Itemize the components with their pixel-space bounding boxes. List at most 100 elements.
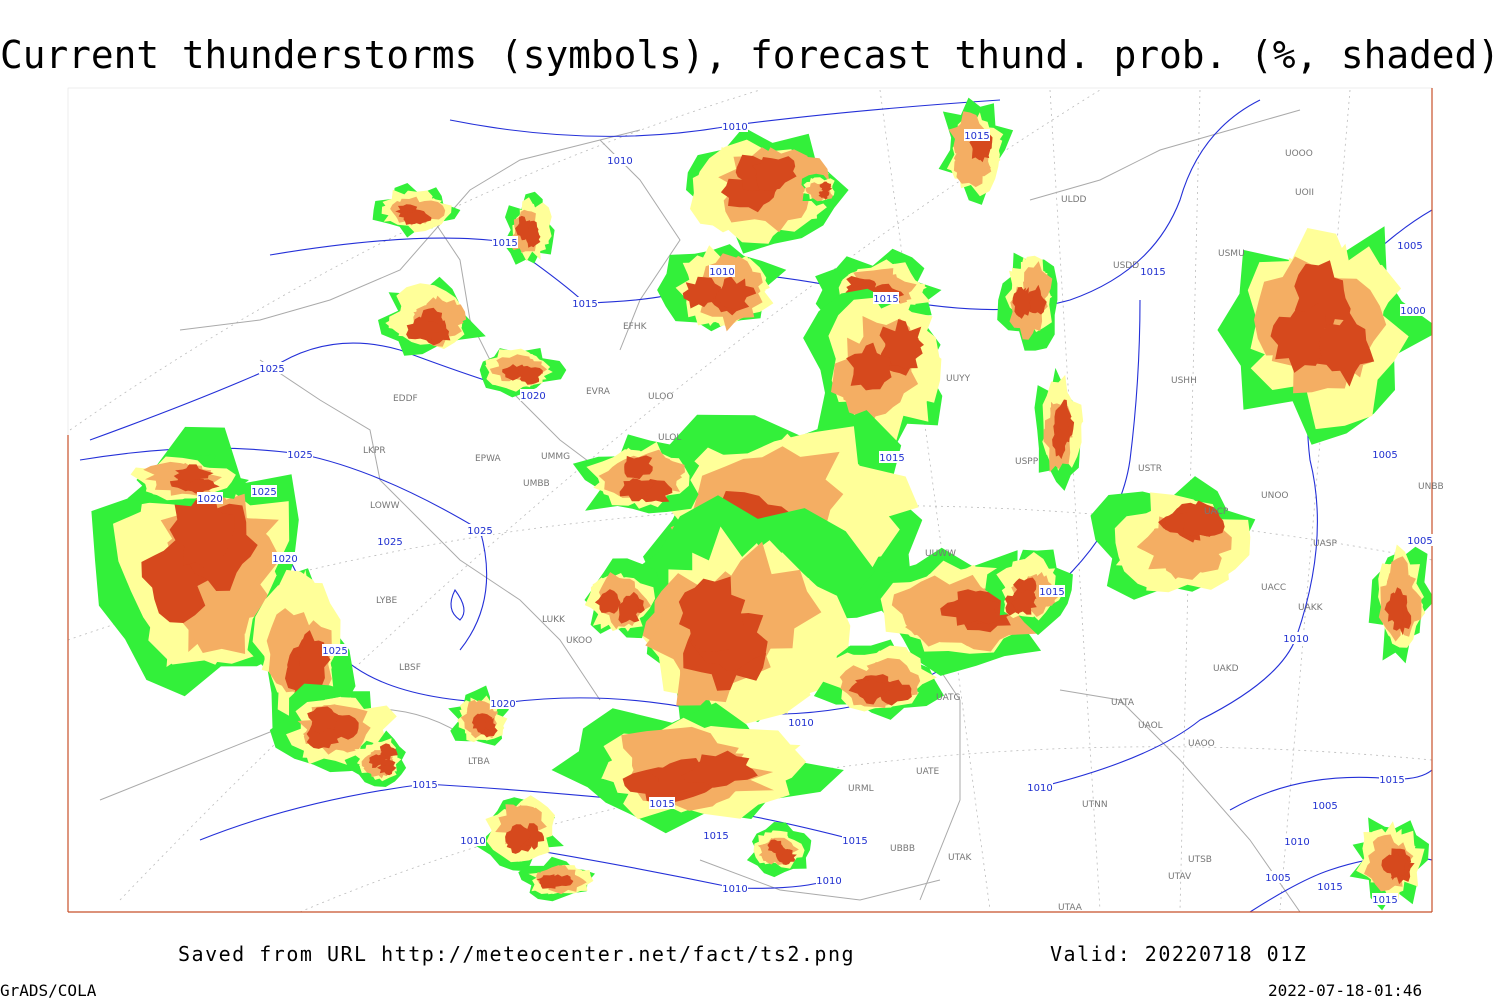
- station-label: URML: [848, 784, 874, 794]
- isobar-label: 1010: [1284, 837, 1309, 848]
- isobar-label-bg: [709, 265, 735, 277]
- station-label: EPWA: [475, 454, 502, 464]
- station-label: UTSB: [1188, 855, 1212, 865]
- isobar-label-bg: [1407, 534, 1433, 546]
- shade-d6491d: [752, 156, 797, 191]
- station-labels: ULDD USDD USMU UOOO UOII UUYY USHH USPP USTR UNOO…: [363, 149, 1444, 913]
- isobar-label-bg: [460, 834, 486, 846]
- isobar-label: 1010: [1283, 634, 1308, 645]
- shade-d6491d: [169, 490, 235, 571]
- shade-d6491d: [624, 455, 653, 480]
- source-url: Saved from URL http://meteocenter.net/fa…: [178, 942, 855, 966]
- isobar-label-bg: [879, 451, 905, 463]
- isobar-label-bg: [1283, 632, 1309, 644]
- shade-d6491d: [1054, 399, 1072, 435]
- station-label: USDD: [1113, 261, 1139, 271]
- isobar-label-bg: [1312, 799, 1338, 811]
- shade-d6491d: [515, 215, 531, 241]
- shade-d6491d: [777, 849, 797, 865]
- isobar-label: 1000: [1400, 306, 1425, 317]
- isobar-label: 1010: [1027, 783, 1052, 794]
- shade-d6491d: [173, 464, 214, 482]
- shade-d6491d: [546, 874, 574, 887]
- isobar-label-bg: [412, 778, 438, 790]
- isobar-label: 1025: [259, 364, 284, 375]
- shade-d6491d: [940, 589, 1000, 626]
- isobar-label: 1015: [412, 780, 437, 791]
- isobar-label-bg: [649, 797, 675, 809]
- station-label: LBSF: [399, 663, 421, 673]
- shade-d6491d: [846, 342, 892, 391]
- isobar-label-bg: [816, 874, 842, 886]
- station-label: UKOO: [566, 636, 592, 646]
- isobar-label-bg: [272, 552, 298, 564]
- isobar-label: 1010: [460, 836, 485, 847]
- isobar-label-bg: [703, 829, 729, 841]
- shade-d6491d: [1179, 500, 1225, 537]
- station-label: LTBA: [468, 757, 490, 767]
- isobar-label: 1025: [251, 487, 276, 498]
- station-label: EDDF: [393, 394, 418, 404]
- shade-d6491d: [1010, 589, 1037, 615]
- shade-d6491d: [678, 576, 746, 652]
- isobar-label: 1015: [1140, 267, 1165, 278]
- station-label: UAOO: [1188, 739, 1215, 749]
- station-label: UUWW: [925, 549, 956, 559]
- shade-d6491d: [715, 276, 757, 310]
- isobar-label-bg: [873, 292, 899, 304]
- station-label: USTR: [1138, 464, 1162, 474]
- isobar-label: 1005: [1397, 241, 1422, 252]
- shade-f4ae63: [723, 170, 818, 233]
- isobar-label-bg: [197, 492, 223, 504]
- isobar-label: 1015: [572, 299, 597, 310]
- station-label: UNBB: [1418, 482, 1444, 492]
- shade-d6491d: [820, 182, 833, 192]
- isobar-label: 1010: [722, 884, 747, 895]
- isobar-label-bg: [788, 716, 814, 728]
- shade-d6491d: [368, 754, 386, 768]
- isobar-label: 1010: [788, 718, 813, 729]
- isobar-label-bg: [1265, 871, 1291, 883]
- shade-d6491d: [307, 706, 341, 734]
- station-label: LKPR: [363, 446, 386, 456]
- shade-d6491d: [680, 750, 758, 788]
- isobar-label-bg: [377, 535, 403, 547]
- isobar-label-bg: [467, 524, 493, 536]
- station-label: UOOO: [1285, 149, 1313, 159]
- station-label: UTAA: [1058, 903, 1083, 913]
- isobar-label: 1005: [1312, 801, 1337, 812]
- station-label: UTAK: [948, 853, 973, 863]
- isobar-label-bg: [1372, 448, 1398, 460]
- station-label: UTNN: [1082, 800, 1108, 810]
- isobar-label-bg: [1027, 781, 1053, 793]
- station-label: USHH: [1171, 376, 1197, 386]
- station-label: EVRA: [586, 387, 611, 397]
- shade-d6491d: [183, 479, 220, 494]
- shade-d6491d: [818, 189, 830, 200]
- isobar-label-bg: [1284, 835, 1310, 847]
- station-label: UATG: [936, 693, 961, 703]
- station-label: UNOO: [1261, 491, 1289, 501]
- isobar-label: 1020: [272, 554, 297, 565]
- station-label: UACC: [1261, 583, 1286, 593]
- isobar-label: 1005: [1265, 873, 1290, 884]
- isobar-label: 1015: [1372, 895, 1397, 906]
- isobar-label: 1025: [322, 646, 347, 657]
- station-label: UUYY: [946, 374, 971, 384]
- isobar-label: 1015: [1379, 775, 1404, 786]
- shade-d6491d: [594, 589, 621, 614]
- isobar-label-bg: [572, 297, 598, 309]
- isobar-label-bg: [492, 236, 518, 248]
- shade-d6491d: [1027, 284, 1047, 315]
- station-label: UMMG: [541, 452, 570, 462]
- shade-d6491d: [1308, 312, 1375, 387]
- isobar-label: 1025: [287, 450, 312, 461]
- isobar-label-bg: [322, 644, 348, 656]
- station-label: UATA: [1111, 698, 1135, 708]
- isobar-label: 1015: [842, 836, 867, 847]
- station-label: UMBB: [523, 479, 550, 489]
- isobar-labels: 1010 1010 1015 1015 1010 1015 1015 1015 1025 1020…: [197, 120, 1433, 906]
- station-label: LOWW: [370, 501, 400, 511]
- station-label: ULOO: [648, 392, 673, 402]
